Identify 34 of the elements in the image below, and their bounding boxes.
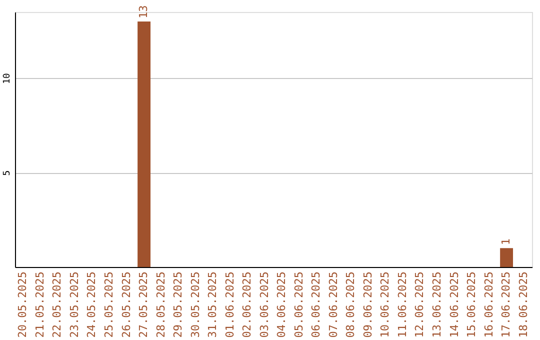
y-tick-label: 5 [2,170,12,176]
x-tick-label: 14.06.2025 [448,272,461,338]
x-tick-label: 15.06.2025 [465,272,478,338]
x-tick-label: 12.06.2025 [413,272,426,338]
x-tick-label: 08.06.2025 [344,272,358,338]
data-label: 1 [500,238,513,246]
x-tick-label: 28.05.2025 [154,272,168,338]
x-tick-label: 20.05.2025 [16,272,30,338]
x-tick-label: 10.06.2025 [378,272,392,338]
x-tick-label: 01.06.2025 [223,272,236,338]
x-tick-label: 27.05.2025 [137,272,150,338]
x-tick-label: 24.05.2025 [85,272,98,338]
x-tick-label: 31.05.2025 [206,272,220,338]
y-tick-label: 10 [2,73,12,84]
x-tick-label: 07.06.2025 [326,272,340,338]
x-tick-label: 23.05.2025 [68,272,81,338]
x-tick-label: 05.06.2025 [292,272,306,338]
x-tick-label: 21.05.2025 [33,272,46,338]
x-tick-label: 29.05.2025 [172,272,185,338]
x-tick-label: 13.06.2025 [430,272,444,338]
x-tick-label: 25.05.2025 [102,272,116,338]
x-tick-label: 30.05.2025 [188,272,202,338]
x-tick-label: 22.05.2025 [50,272,64,338]
x-tick-label: 03.06.2025 [258,272,271,338]
x-tick-label: 04.06.2025 [275,272,288,338]
x-tick-label: 26.05.2025 [120,272,133,338]
x-tick-label: 09.06.2025 [361,272,374,338]
x-tick-label: 02.06.2025 [240,272,254,338]
data-label: 13 [137,5,150,18]
x-tick-label: 17.06.2025 [500,272,513,338]
x-tick-label: 11.06.2025 [396,272,409,338]
x-tick-label: 16.06.2025 [482,272,496,338]
x-tick-label: 06.06.2025 [310,272,323,338]
x-tick-label: 18.06.2025 [516,272,530,338]
